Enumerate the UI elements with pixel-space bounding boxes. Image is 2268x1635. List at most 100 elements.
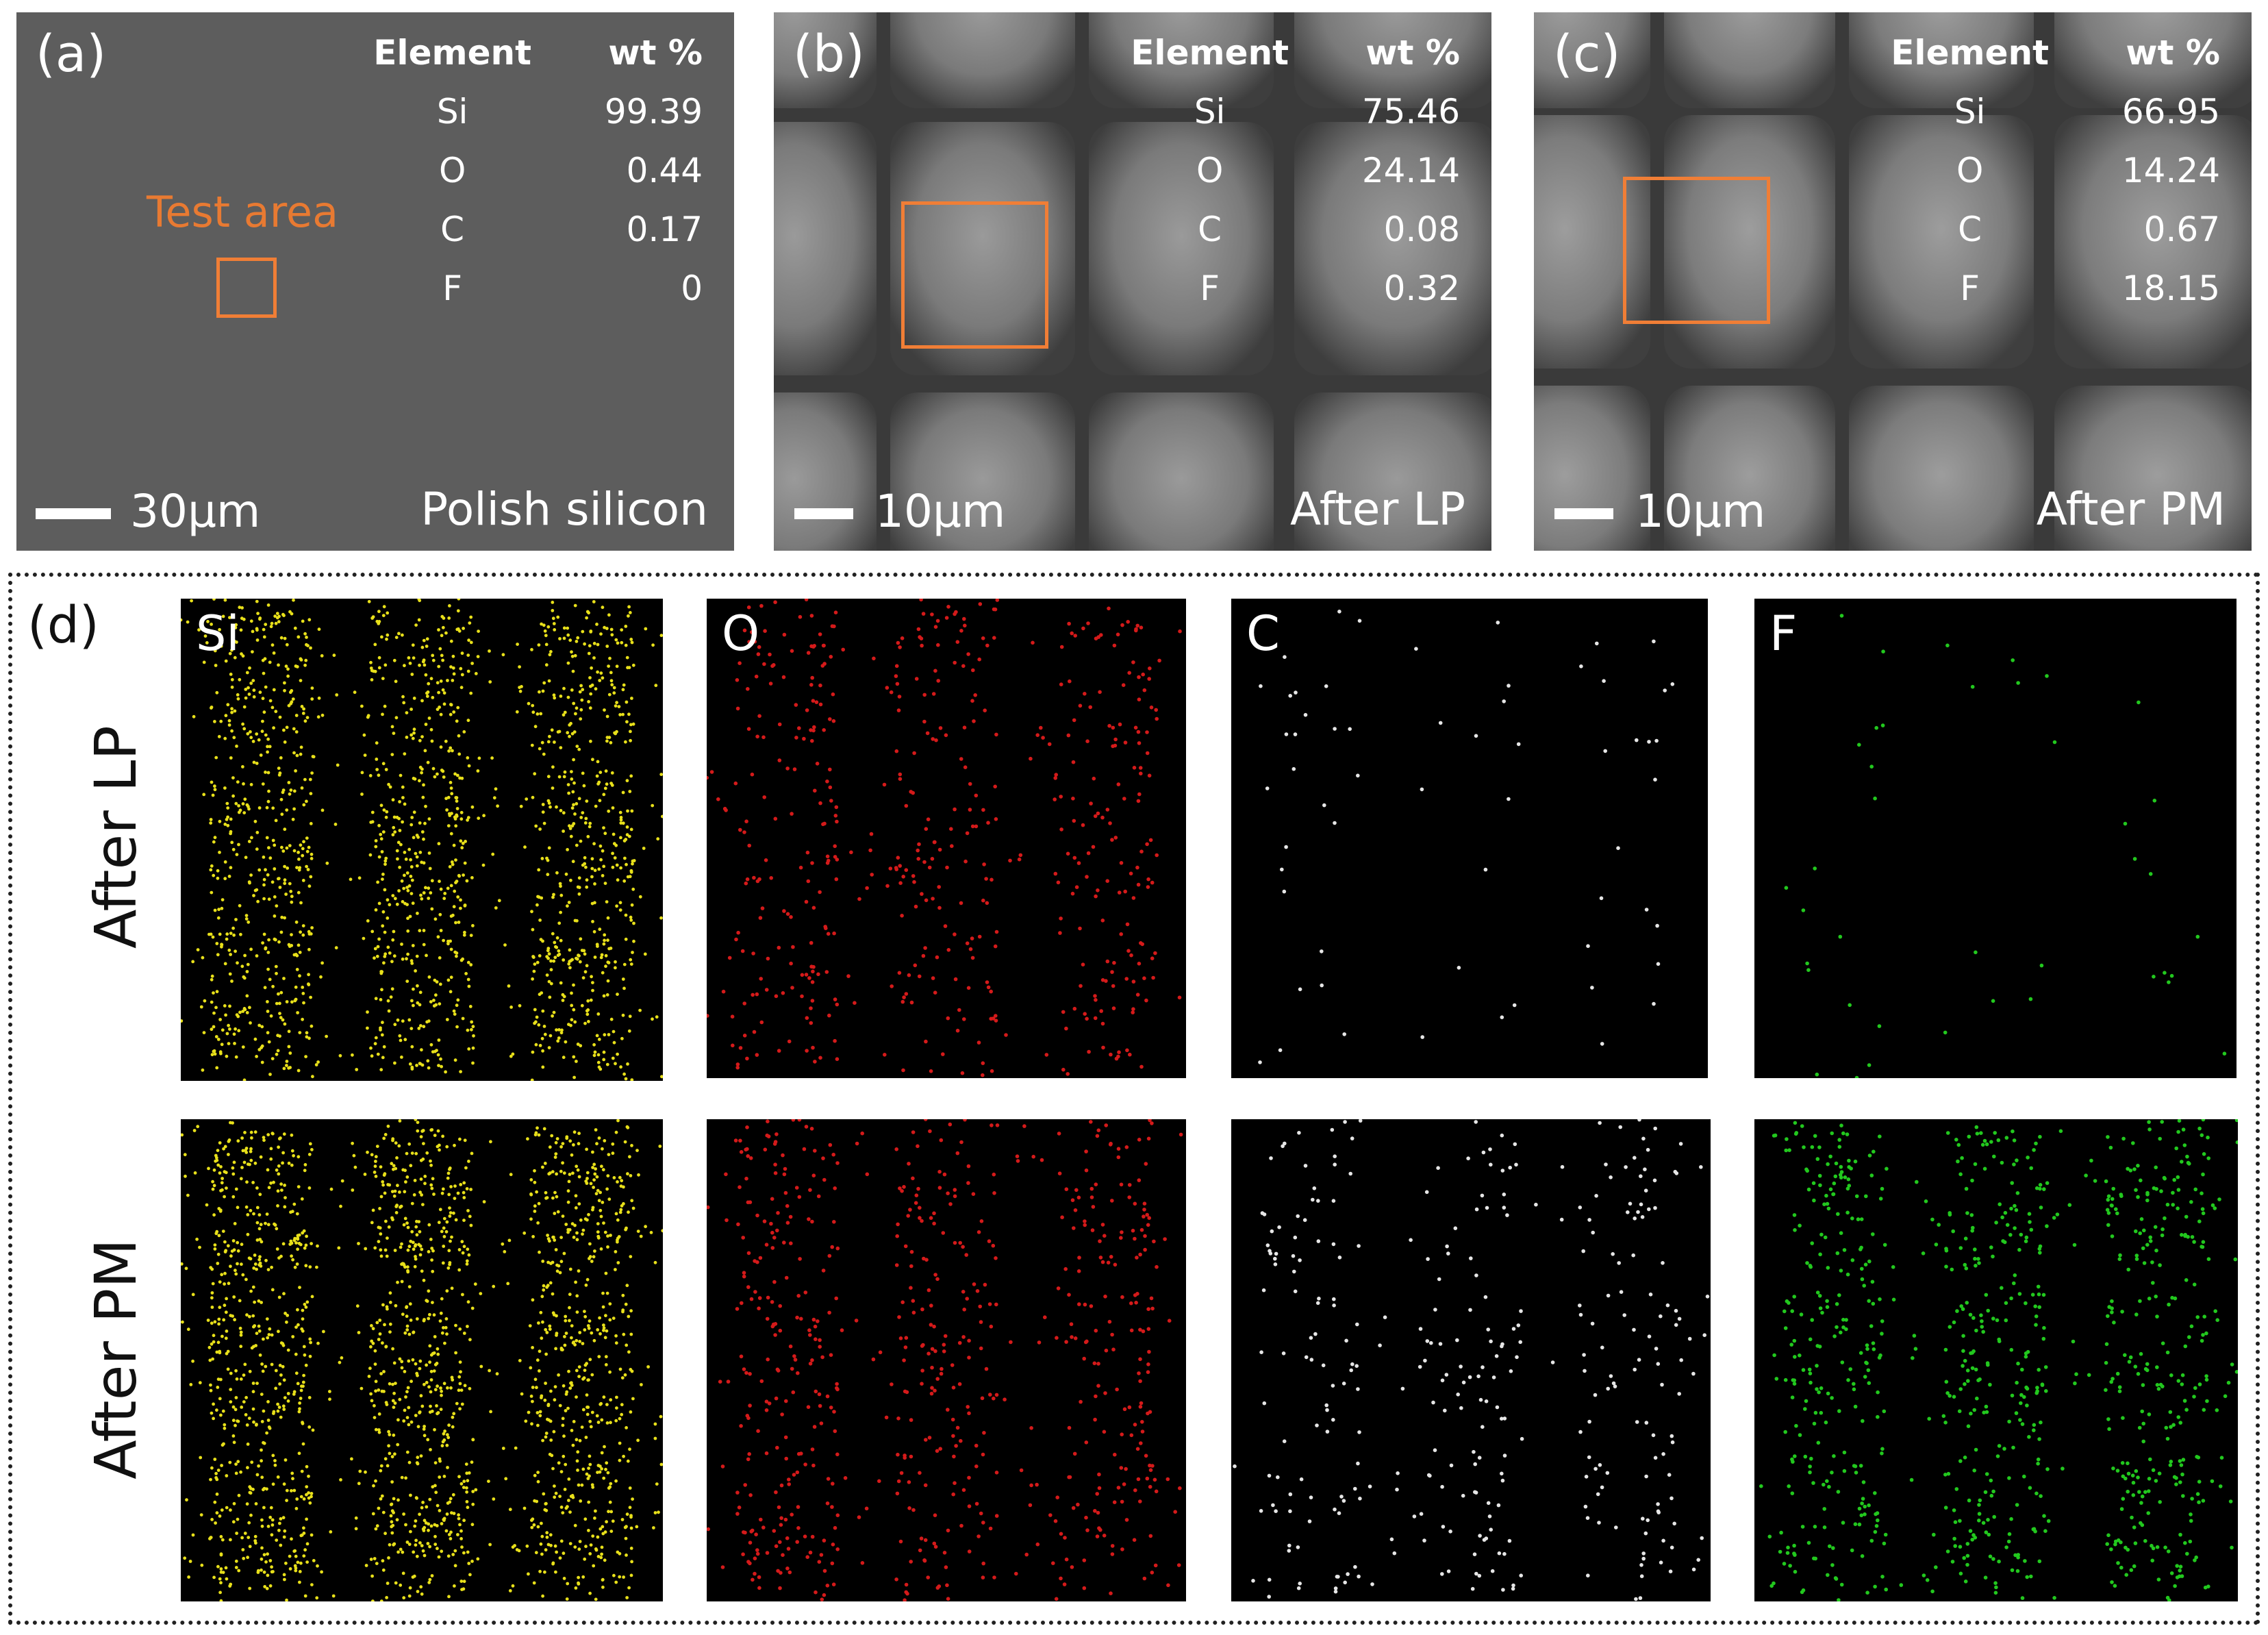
eds-dot [360,1386,364,1390]
eds-dot [628,790,632,793]
eds-dot [651,803,655,808]
eds-dot [604,1355,608,1359]
eds-dot [449,947,453,951]
eds-dot [616,1180,619,1184]
eds-dot [1076,861,1081,865]
eds-dot [1154,1489,1159,1494]
eds-dot [206,620,210,623]
eds-dot [767,1401,772,1406]
eds-dot [275,1538,279,1542]
eds-dot [946,605,950,609]
eds-dot [748,1372,752,1376]
eds-dot [382,1045,386,1049]
eds-dot [459,898,462,902]
eds-dot [377,1240,381,1243]
eds-dot [772,663,776,667]
eds-dot [548,1452,552,1456]
eds-dot [221,614,225,619]
eds-dot [400,1242,403,1246]
eds-dot [549,650,553,653]
eds-dot [234,1369,238,1373]
eds-dot [894,1577,898,1582]
eds-dot [972,1282,977,1286]
eds-dot [281,1404,286,1408]
eds-dot [390,753,394,756]
eds-dot [1259,684,1263,688]
eds-dot [588,706,592,710]
map-label-si: Si [196,606,240,662]
eds-dot [564,1393,568,1396]
eds-dot [1348,1171,1352,1176]
eds-dot [2148,872,2153,876]
eds-dot [818,1056,822,1060]
eds-dot [849,850,853,855]
element-cell: F [1200,269,1220,308]
eds-dot [213,1052,217,1056]
eds-dot [870,873,874,877]
eds-dot [482,1200,486,1203]
eds-dot [448,1166,452,1170]
eds-dot [423,1434,427,1438]
eds-dot [584,1545,588,1549]
eds-dot [1068,679,1072,684]
eds-dot [1122,1482,1126,1486]
eds-dot [442,1216,446,1221]
eds-dot [533,1473,537,1477]
eds-dot [308,1337,312,1341]
eds-dot [967,1338,971,1343]
eds-dot [831,719,836,723]
eds-dot [1124,1145,1129,1149]
eds-dot [226,1367,230,1371]
eds-dot [446,1266,451,1270]
eds-dot [410,1027,414,1030]
eds-dot [244,917,249,921]
eds-dot [920,892,924,896]
eds-dot [974,793,979,798]
eds-dot [552,622,556,625]
eds-dot [585,1362,588,1366]
eds-dot [1333,1586,1338,1590]
eds-dot [1251,1579,1255,1583]
eds-dot [541,1049,544,1053]
eds-dot [228,651,232,656]
eds-dot [532,969,536,973]
eds-dot [1116,1054,1120,1059]
eds-dot [871,1357,876,1362]
eds-dot [210,890,214,895]
eds-dot [388,1433,392,1436]
eds-dot [451,654,455,658]
eds-dot [549,959,553,963]
eds-dot [1315,1423,1319,1427]
sem-panel-c: (c) Element wt % Si 66.95 O 14.24 C 0.67 F 18… [1534,12,2252,551]
eds-dot [774,994,779,999]
eds-dot [400,1280,404,1284]
eds-dot [406,1265,410,1269]
eds-dot [1578,1303,1582,1308]
eds-dot [942,1349,946,1353]
eds-dot [285,1000,289,1003]
eds-dot [213,836,217,840]
eds-dot [575,1238,579,1242]
eds-dot [980,1396,985,1401]
eds-dot [608,1318,612,1322]
eds-dot [425,1381,429,1384]
eds-dot [247,807,251,811]
eds-dot [1357,1430,1361,1434]
eds-dot [748,1156,753,1160]
eds-dot [466,719,470,723]
eds-dot [446,1171,451,1175]
eds-dot [297,890,301,895]
eds-dot [518,1003,522,1008]
eds-dot [735,678,740,682]
eds-dot [279,1543,283,1547]
eds-dot [307,1496,311,1500]
eds-dot [1127,671,1131,675]
eds-dot [459,686,464,690]
eds-dot [562,811,566,815]
eds-dot [803,1290,808,1295]
eds-dot [1076,1195,1081,1200]
eds-dot [1265,1243,1270,1247]
eds-dot [808,1188,812,1193]
eds-dot [581,688,585,692]
eds-dot [294,714,299,717]
